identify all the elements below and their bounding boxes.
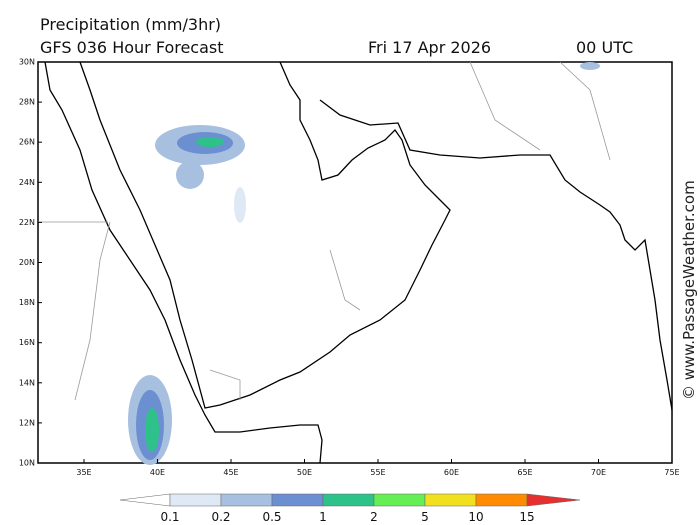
lat-label: 14N: [19, 378, 35, 387]
legend-label: 10: [468, 510, 483, 524]
lon-label: 40E: [150, 468, 165, 477]
lat-label: 12N: [19, 418, 35, 427]
legend-swatch: [322, 493, 375, 507]
lat-label: 30N: [19, 58, 35, 67]
lat-label: 20N: [19, 258, 35, 267]
lon-label: 65E: [517, 468, 532, 477]
lat-label: 18N: [19, 298, 35, 307]
legend-label: 0.5: [262, 510, 281, 524]
latitude-labels: 30N 28N 26N 24N 22N 20N 18N 16N 14N 12N 10N: [19, 58, 42, 468]
lon-label: 45E: [223, 468, 238, 477]
lon-label: 55E: [370, 468, 385, 477]
legend-swatch: [424, 493, 477, 507]
title: Precipitation (mm/3hr): [40, 15, 221, 34]
legend: 0.1 0.2 0.5 1 2 5 10 15: [119, 493, 581, 524]
legend-swatch: [373, 493, 426, 507]
lat-label: 10N: [19, 459, 35, 468]
coastlines: [44, 61, 673, 464]
legend-swatch: [475, 493, 528, 507]
borders: [38, 61, 611, 401]
legend-label: 0.2: [211, 510, 230, 524]
subtitle: GFS 036 Hour Forecast: [40, 38, 224, 57]
legend-label: 2: [370, 510, 378, 524]
credit: © www.PassageWeather.com: [680, 180, 698, 400]
lat-label: 16N: [19, 338, 35, 347]
lon-label: 70E: [591, 468, 606, 477]
lon-label: 35E: [76, 468, 91, 477]
lon-label: 75E: [664, 468, 679, 477]
legend-label: 15: [519, 510, 534, 524]
lat-label: 26N: [19, 138, 35, 147]
legend-label: 5: [421, 510, 429, 524]
lon-label: 50E: [297, 468, 312, 477]
legend-swatch: [271, 493, 324, 507]
date: Fri 17 Apr 2026: [368, 38, 491, 57]
legend-swatch: [169, 493, 222, 507]
time: 00 UTC: [576, 38, 633, 57]
map: 30N 28N 26N 24N 22N 20N 18N 16N 14N 12N 10N 35E 40E…: [19, 58, 680, 478]
lon-label: 60E: [444, 468, 459, 477]
precipitation: [128, 62, 600, 465]
lat-label: 28N: [19, 98, 35, 107]
lat-label: 24N: [19, 178, 35, 187]
longitude-labels: 35E 40E 45E 50E 55E 60E 65E 70E 75E: [76, 459, 680, 477]
legend-label: 1: [319, 510, 327, 524]
legend-label: 0.1: [160, 510, 179, 524]
lat-label: 22N: [19, 218, 35, 227]
legend-swatch: [220, 493, 273, 507]
